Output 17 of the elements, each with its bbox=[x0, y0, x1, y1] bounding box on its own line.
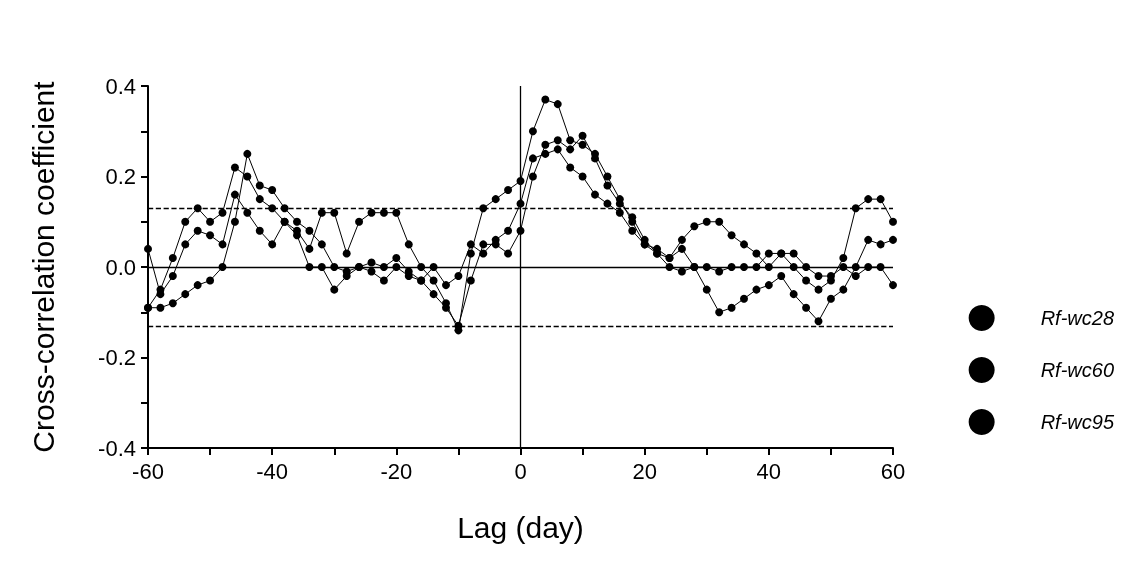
y-tick-label: -0.4 bbox=[98, 435, 136, 461]
y-tick-label: 0.2 bbox=[105, 164, 136, 189]
legend-label: Rf-wc28 bbox=[1040, 307, 1115, 329]
legend-label: Rf-wc95 bbox=[1040, 411, 1115, 433]
x-tick-label: -60 bbox=[132, 458, 164, 484]
x-tick-label: 0 bbox=[514, 458, 527, 484]
x-tick-label: -40 bbox=[256, 458, 289, 484]
x-tick-label: 60 bbox=[880, 458, 906, 484]
y-axis-title: Cross-correlation coefficient bbox=[26, 80, 60, 453]
legend-label: Rf-wc60 bbox=[1040, 359, 1115, 381]
y-tick-label: -0.2 bbox=[98, 345, 136, 370]
x-tick-label: -20 bbox=[380, 458, 413, 484]
x-tick-label: 20 bbox=[632, 458, 657, 484]
x-axis-title: Lag (day) bbox=[457, 510, 584, 544]
x-tick-label: 40 bbox=[756, 458, 782, 484]
y-tick-label: 0.4 bbox=[105, 73, 136, 99]
y-tick-label: 0.0 bbox=[105, 254, 136, 280]
